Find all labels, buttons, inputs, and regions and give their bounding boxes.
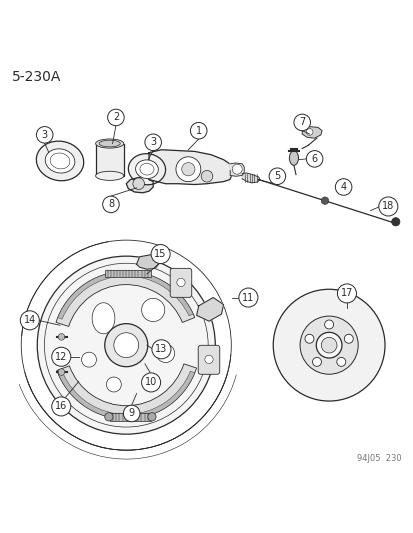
FancyBboxPatch shape xyxy=(170,268,191,297)
FancyBboxPatch shape xyxy=(95,143,123,176)
Text: 9: 9 xyxy=(128,408,134,418)
Circle shape xyxy=(337,284,356,303)
Polygon shape xyxy=(126,175,153,193)
Circle shape xyxy=(378,197,397,216)
Circle shape xyxy=(123,405,140,422)
Text: 10: 10 xyxy=(145,377,157,387)
Circle shape xyxy=(104,413,113,421)
Circle shape xyxy=(36,126,53,143)
Text: 5: 5 xyxy=(273,171,280,181)
Circle shape xyxy=(156,344,174,362)
Circle shape xyxy=(344,334,352,343)
Circle shape xyxy=(81,352,96,367)
Text: 11: 11 xyxy=(242,293,254,303)
Ellipse shape xyxy=(140,164,154,175)
Text: 17: 17 xyxy=(340,288,352,298)
Circle shape xyxy=(324,320,333,329)
Text: 3: 3 xyxy=(42,130,47,140)
Text: 16: 16 xyxy=(55,401,67,411)
Wedge shape xyxy=(57,364,196,419)
Text: 2: 2 xyxy=(112,112,119,123)
Circle shape xyxy=(20,311,39,330)
Polygon shape xyxy=(136,255,159,269)
Circle shape xyxy=(320,197,328,204)
Text: 7: 7 xyxy=(298,117,305,127)
Polygon shape xyxy=(196,297,223,321)
Circle shape xyxy=(114,333,138,358)
Circle shape xyxy=(190,123,206,139)
Text: 18: 18 xyxy=(381,201,394,212)
Text: 15: 15 xyxy=(154,249,166,259)
Circle shape xyxy=(37,256,215,434)
Circle shape xyxy=(152,340,171,359)
Text: 13: 13 xyxy=(155,344,167,354)
Text: 4: 4 xyxy=(340,182,346,192)
Ellipse shape xyxy=(36,141,83,181)
Circle shape xyxy=(181,163,195,176)
Circle shape xyxy=(306,151,322,167)
Ellipse shape xyxy=(95,139,123,148)
Circle shape xyxy=(320,337,336,353)
Circle shape xyxy=(201,171,212,182)
Polygon shape xyxy=(229,163,244,176)
Circle shape xyxy=(268,168,285,184)
Text: 14: 14 xyxy=(24,316,36,325)
Circle shape xyxy=(52,397,71,416)
FancyBboxPatch shape xyxy=(105,270,150,277)
FancyBboxPatch shape xyxy=(109,413,151,421)
FancyBboxPatch shape xyxy=(198,345,219,374)
Circle shape xyxy=(106,377,121,392)
Circle shape xyxy=(299,316,357,374)
Ellipse shape xyxy=(99,140,120,147)
Circle shape xyxy=(312,358,320,366)
Polygon shape xyxy=(147,150,231,184)
Circle shape xyxy=(58,334,65,340)
Wedge shape xyxy=(58,371,194,419)
Ellipse shape xyxy=(50,153,70,169)
Ellipse shape xyxy=(128,154,165,185)
Circle shape xyxy=(21,240,231,450)
Wedge shape xyxy=(56,271,194,326)
Circle shape xyxy=(151,245,170,264)
Circle shape xyxy=(176,278,185,287)
Text: 1: 1 xyxy=(195,126,201,136)
Circle shape xyxy=(306,128,312,135)
Circle shape xyxy=(204,355,213,364)
Circle shape xyxy=(141,298,164,321)
Text: 3: 3 xyxy=(150,138,156,147)
Circle shape xyxy=(104,324,147,367)
Circle shape xyxy=(304,334,313,343)
Circle shape xyxy=(52,347,71,366)
Circle shape xyxy=(147,413,156,421)
Circle shape xyxy=(107,109,124,126)
Circle shape xyxy=(133,178,144,190)
Circle shape xyxy=(142,374,159,391)
Text: 8: 8 xyxy=(108,199,114,209)
Circle shape xyxy=(58,369,65,375)
Circle shape xyxy=(102,196,119,213)
Circle shape xyxy=(145,134,161,151)
Text: 5-230A: 5-230A xyxy=(12,70,62,84)
Circle shape xyxy=(391,217,399,226)
Ellipse shape xyxy=(95,171,123,180)
Circle shape xyxy=(293,114,310,131)
Polygon shape xyxy=(242,173,259,183)
Polygon shape xyxy=(301,126,321,138)
Circle shape xyxy=(273,289,384,401)
Circle shape xyxy=(336,358,345,366)
Ellipse shape xyxy=(92,303,115,334)
Ellipse shape xyxy=(289,151,298,165)
Circle shape xyxy=(316,332,341,358)
Text: 6: 6 xyxy=(311,154,317,164)
Circle shape xyxy=(176,157,200,182)
Ellipse shape xyxy=(45,149,75,173)
Circle shape xyxy=(335,179,351,195)
Circle shape xyxy=(238,288,257,307)
Circle shape xyxy=(141,373,160,392)
Circle shape xyxy=(232,164,242,174)
Text: 12: 12 xyxy=(55,352,67,362)
Ellipse shape xyxy=(135,160,158,179)
Text: 94J05  230: 94J05 230 xyxy=(356,454,401,463)
Wedge shape xyxy=(58,271,193,319)
